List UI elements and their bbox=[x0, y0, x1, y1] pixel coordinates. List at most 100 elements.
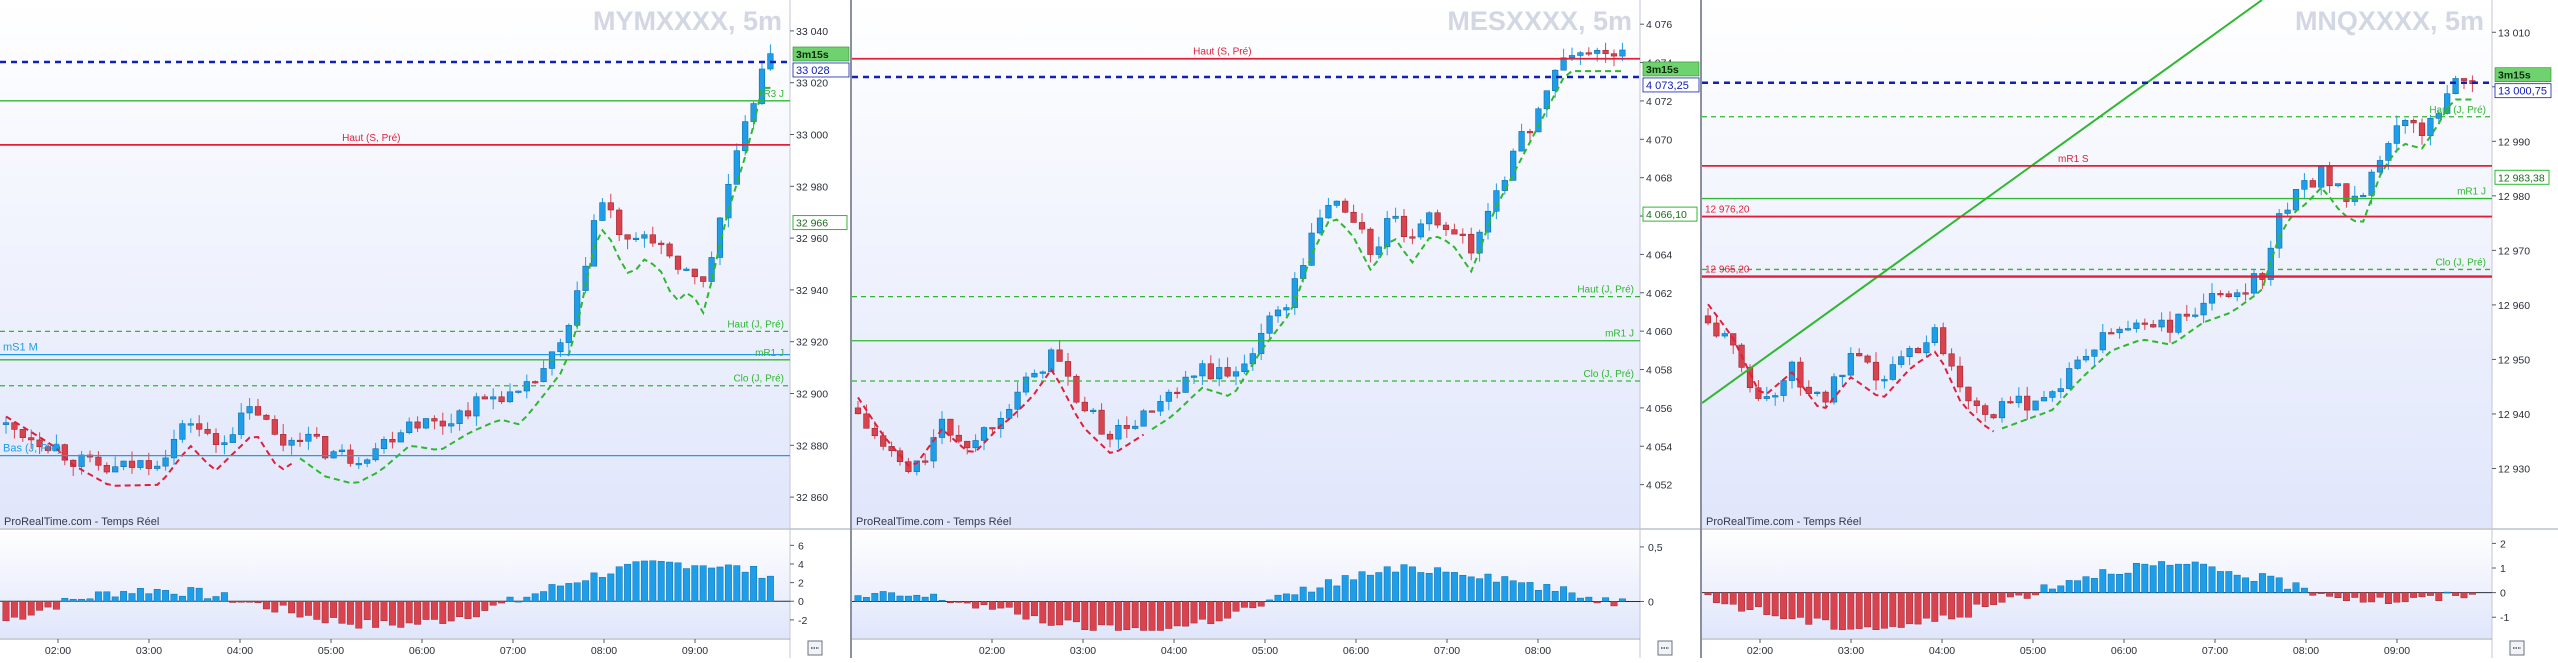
candle bbox=[238, 403, 245, 440]
candle-body bbox=[1232, 371, 1240, 377]
candle bbox=[2385, 141, 2392, 170]
oscillator-bar bbox=[1872, 592, 1880, 630]
oscillator-bar bbox=[955, 601, 963, 603]
oscillator-bar bbox=[1358, 571, 1366, 602]
candle-body bbox=[145, 460, 152, 469]
oscillator-bar bbox=[346, 600, 354, 625]
candle bbox=[221, 435, 228, 455]
candle bbox=[632, 232, 640, 242]
candle bbox=[187, 418, 194, 433]
candle bbox=[2301, 173, 2308, 200]
oscillator-bar bbox=[246, 600, 254, 603]
price-tick-label: 13 010 bbox=[2498, 27, 2530, 39]
candle-body bbox=[1797, 361, 1804, 388]
oscillator-bar bbox=[36, 600, 44, 611]
candle bbox=[1140, 408, 1147, 427]
oscillator-bar bbox=[972, 601, 980, 609]
time-tick-label: 02:00 bbox=[45, 645, 71, 657]
candle bbox=[2057, 378, 2064, 399]
oscillator-bar bbox=[1140, 601, 1148, 631]
candle-body bbox=[1772, 395, 1779, 398]
candle-body bbox=[212, 433, 220, 445]
panel-menu-button[interactable] bbox=[2509, 640, 2525, 656]
candle-body bbox=[599, 202, 606, 221]
candle-body bbox=[1375, 246, 1382, 255]
oscillator-bar bbox=[1392, 571, 1400, 602]
candle bbox=[246, 398, 253, 420]
candle bbox=[1174, 387, 1181, 399]
candle-body bbox=[246, 406, 253, 414]
oscillator-bar bbox=[1282, 593, 1290, 602]
candle-body bbox=[2234, 292, 2241, 297]
price-plot-area[interactable] bbox=[1702, 0, 2492, 528]
candle-body bbox=[170, 438, 178, 459]
candle bbox=[44, 443, 52, 454]
oscillator-bar bbox=[10, 600, 18, 618]
candle-body bbox=[532, 381, 539, 384]
candle bbox=[2326, 161, 2333, 193]
oscillator-bar bbox=[1492, 581, 1500, 602]
panel-menu-button[interactable] bbox=[1657, 640, 1673, 656]
oscillator-bar bbox=[1822, 592, 1830, 621]
candle bbox=[1165, 389, 1172, 411]
candle bbox=[683, 267, 690, 272]
price-tick-label: 32 980 bbox=[796, 181, 828, 193]
oscillator-bar bbox=[565, 583, 573, 602]
price-tick-label: 4 070 bbox=[1646, 134, 1672, 146]
candle-body bbox=[1316, 217, 1324, 234]
candle-body bbox=[2108, 332, 2115, 335]
candle-body bbox=[263, 414, 270, 420]
ma-value-badge: 12 983,38 bbox=[2494, 169, 2550, 185]
candle-body bbox=[641, 234, 648, 239]
trend-line[interactable] bbox=[1701, 0, 2263, 404]
oscillator-bar bbox=[212, 596, 220, 602]
candle bbox=[280, 424, 287, 452]
oscillator-bar bbox=[1114, 601, 1122, 631]
candle-body bbox=[1123, 425, 1130, 429]
candle-body bbox=[1442, 224, 1450, 230]
oscillator-bar bbox=[640, 560, 648, 602]
oscillator-bar bbox=[372, 600, 380, 628]
candle-body bbox=[2116, 328, 2123, 334]
oscillator-bar bbox=[430, 600, 438, 620]
panel-menu-button[interactable] bbox=[807, 640, 823, 656]
oscillator-bar bbox=[1704, 592, 1712, 596]
candle-body bbox=[1493, 190, 1500, 212]
candle-body bbox=[1098, 409, 1105, 435]
oscillator-bar bbox=[724, 564, 732, 602]
oscillator-bar bbox=[921, 596, 929, 602]
candle-body bbox=[1115, 425, 1122, 440]
panel-separator[interactable] bbox=[1700, 0, 1702, 658]
candle-body bbox=[930, 437, 937, 462]
oscillator-bar bbox=[414, 600, 422, 625]
oscillator-bar bbox=[472, 600, 480, 618]
candle-body bbox=[1409, 236, 1416, 239]
candle-body bbox=[364, 459, 371, 464]
oscillator-bar bbox=[1400, 564, 1408, 602]
candle bbox=[1889, 356, 1896, 381]
candle-body bbox=[1704, 315, 1712, 324]
candle-body bbox=[112, 466, 119, 473]
candle bbox=[2040, 391, 2048, 402]
oscillator-bar bbox=[1526, 582, 1534, 602]
candle bbox=[355, 456, 362, 469]
candle-body bbox=[2208, 293, 2216, 304]
candle-body bbox=[1459, 233, 1466, 236]
oscillator-plot-area[interactable] bbox=[852, 530, 1640, 638]
oscillator-bar bbox=[1484, 573, 1492, 602]
candle bbox=[2242, 283, 2249, 301]
price-plot-area[interactable] bbox=[0, 0, 790, 528]
oscillator-bar bbox=[2452, 592, 2460, 596]
candle-body bbox=[44, 446, 52, 451]
candle bbox=[2225, 290, 2232, 298]
price-tick-label: 12 930 bbox=[2498, 463, 2530, 475]
oscillator-bar bbox=[674, 562, 682, 602]
candle-body bbox=[2166, 319, 2174, 333]
panel-separator[interactable] bbox=[850, 0, 852, 658]
oscillator-bar bbox=[2183, 563, 2191, 593]
price-plot-area[interactable] bbox=[852, 0, 1640, 528]
candle bbox=[1872, 352, 1880, 391]
oscillator-bar bbox=[27, 600, 35, 616]
oscillator-bar bbox=[1948, 592, 1956, 620]
candle bbox=[439, 412, 446, 435]
